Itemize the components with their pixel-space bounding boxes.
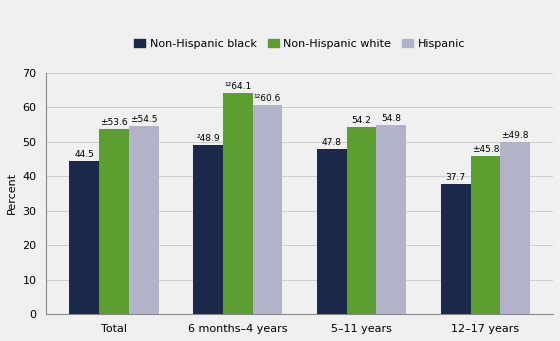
Text: 37.7: 37.7 <box>446 173 466 182</box>
Text: ±45.8: ±45.8 <box>472 145 499 154</box>
Text: ±54.5: ±54.5 <box>130 115 157 124</box>
Bar <box>253 105 282 314</box>
Text: 47.8: 47.8 <box>322 138 342 147</box>
Bar <box>376 125 406 314</box>
Bar <box>441 184 470 314</box>
Bar <box>69 161 99 314</box>
Y-axis label: Percent: Percent <box>7 172 17 214</box>
Text: ±53.6: ±53.6 <box>100 118 128 127</box>
Text: ²48.9: ²48.9 <box>196 134 220 143</box>
Bar <box>129 126 158 314</box>
Text: 54.2: 54.2 <box>352 116 371 125</box>
Text: ±49.8: ±49.8 <box>501 131 529 140</box>
Bar <box>317 149 347 314</box>
Bar <box>193 145 223 314</box>
Bar <box>470 156 500 314</box>
Bar <box>99 129 129 314</box>
Legend: Non-Hispanic black, Non-Hispanic white, Hispanic: Non-Hispanic black, Non-Hispanic white, … <box>130 34 470 54</box>
Text: ¹²64.1: ¹²64.1 <box>224 82 251 91</box>
Text: 54.8: 54.8 <box>381 114 402 123</box>
Bar <box>500 142 530 314</box>
Bar <box>347 127 376 314</box>
Bar <box>223 93 253 314</box>
Text: ¹²60.6: ¹²60.6 <box>254 94 281 103</box>
Text: 44.5: 44.5 <box>74 150 94 159</box>
